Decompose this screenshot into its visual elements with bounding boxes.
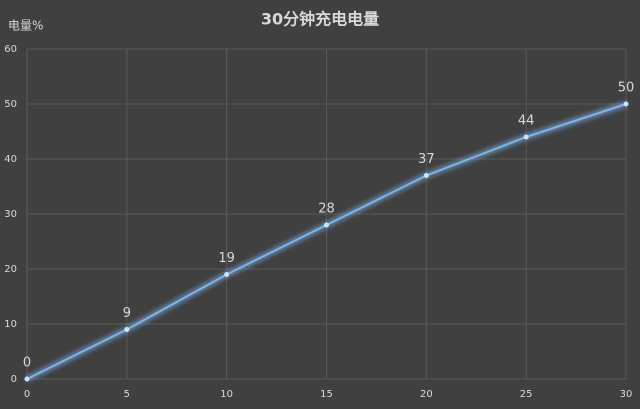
x-tick-label: 15 xyxy=(320,389,333,400)
x-tick-label: 20 xyxy=(420,389,433,400)
y-axis-label: 电量% xyxy=(8,19,43,33)
point xyxy=(423,173,429,178)
x-tick-label: 30 xyxy=(620,389,633,400)
x-tick-label: 25 xyxy=(520,389,533,400)
data-label: 44 xyxy=(518,114,535,129)
y-tick-label: 50 xyxy=(4,99,17,110)
x-tick-label: 0 xyxy=(24,389,30,400)
y-tick-label: 10 xyxy=(4,319,17,330)
data-label: 9 xyxy=(123,306,131,321)
y-tick-label: 60 xyxy=(4,44,17,55)
data-label: 0 xyxy=(23,356,31,371)
point xyxy=(124,327,130,332)
y-tick-label: 0 xyxy=(11,374,17,385)
point xyxy=(623,101,629,107)
point xyxy=(523,134,529,140)
point xyxy=(224,272,230,277)
y-tick-label: 30 xyxy=(4,209,17,220)
point xyxy=(24,376,30,382)
chart-title: 30分钟充电电量 xyxy=(261,10,379,29)
x-tick-label: 5 xyxy=(124,389,130,400)
data-label: 37 xyxy=(418,152,435,167)
y-tick-label: 40 xyxy=(4,154,17,165)
data-label: 19 xyxy=(218,251,235,266)
x-tick-label: 10 xyxy=(220,389,233,400)
data-label: 50 xyxy=(618,81,635,96)
data-label: 28 xyxy=(318,202,335,217)
point xyxy=(324,222,329,228)
y-tick-label: 20 xyxy=(4,264,17,275)
